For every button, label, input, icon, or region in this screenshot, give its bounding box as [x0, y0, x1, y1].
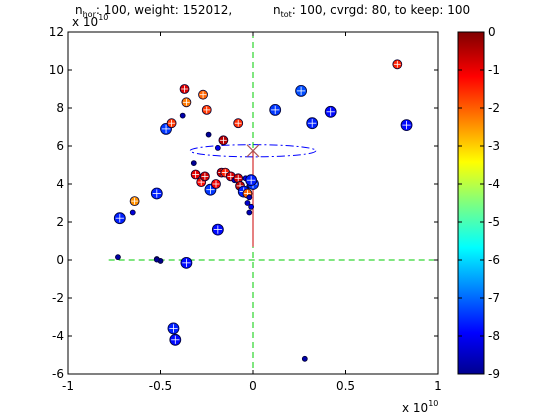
data-point-marker [115, 254, 121, 261]
data-point-marker [248, 203, 255, 210]
data-point [180, 256, 193, 269]
data-point [246, 194, 253, 201]
data-point [211, 179, 221, 189]
colorbar-ticks: 0 -1 -2 -3 -4 -5 -6 -7 -8 -9 [458, 25, 500, 381]
data-point [244, 200, 251, 206]
data-point [190, 160, 197, 167]
data-point [169, 333, 182, 346]
y-tick-label: 6 [56, 139, 64, 153]
data-point [306, 117, 319, 130]
y-axis-ticks: -6 -4 -2 0 2 4 6 8 10 12 [49, 25, 438, 381]
data-point [324, 105, 337, 118]
data-point-marker [153, 256, 160, 263]
data-point-marker [246, 194, 253, 201]
plot-title: nhor: 100, weight: 152012, [75, 3, 232, 19]
data-point [211, 223, 224, 236]
data-point [269, 104, 282, 116]
data-point-marker [244, 200, 251, 206]
colorbar [457, 31, 485, 375]
data-point [198, 89, 208, 100]
data-point-marker [190, 160, 197, 167]
y-tick-label: 12 [49, 25, 64, 39]
plot-title-2: ntot: 100, cvrgd: 80, to keep: 100 [273, 3, 470, 19]
data-point [150, 187, 163, 200]
title-n-hor: n [75, 3, 83, 17]
data-point-marker [246, 209, 253, 216]
x-exponent-label: x 1010 [402, 399, 438, 415]
data-point [248, 203, 255, 210]
colorbar-tick-label: -2 [488, 101, 500, 115]
colorbar-tick-label: -6 [488, 253, 500, 267]
title-sub-hor: hor [83, 10, 97, 19]
data-point [233, 118, 244, 129]
center-x-marker [246, 144, 260, 158]
data-point [129, 196, 140, 207]
x-axis-ticks: -1 -0.5 0 0.5 1 [62, 32, 442, 393]
x-tick-label: -0.5 [149, 379, 172, 393]
y-exponent-label: x 1010 [72, 13, 108, 29]
colorbar-tick-label: -4 [488, 177, 500, 191]
data-point [166, 118, 177, 129]
data-point [301, 355, 308, 362]
data-point [190, 169, 201, 180]
data-point [199, 171, 210, 182]
data-point [205, 131, 212, 138]
y-tick-label: 4 [56, 177, 64, 191]
data-point [181, 97, 192, 108]
y-tick-label: -4 [52, 329, 64, 343]
data-point [179, 112, 186, 119]
x-tick-label: -1 [62, 379, 74, 393]
uncertainty-ellipse [189, 144, 317, 158]
data-point [167, 322, 180, 335]
data-point [214, 144, 221, 151]
colorbar-tick-label: 0 [488, 25, 496, 39]
data-point [246, 209, 253, 216]
data-point [201, 105, 212, 115]
data-point [115, 254, 121, 261]
scatter-points [113, 59, 413, 362]
colorbar-tick-label: -9 [488, 367, 500, 381]
title-rest-1: : 100, weight: 152012, [96, 3, 232, 17]
data-point [392, 59, 403, 70]
y-tick-label: 2 [56, 215, 64, 229]
data-point [129, 209, 136, 216]
x-tick-label: 0.5 [336, 379, 355, 393]
x-tick-label: 0 [249, 379, 257, 393]
data-point-marker [205, 131, 212, 138]
y-tick-label: 0 [56, 253, 64, 267]
data-point [400, 119, 413, 131]
y-tick-label: 10 [49, 63, 64, 77]
colorbar-tick-label: -8 [488, 329, 500, 343]
data-point-marker [301, 355, 308, 362]
y-tick-label: -2 [52, 291, 64, 305]
data-point-marker [129, 209, 136, 216]
data-point [179, 84, 190, 94]
data-point [113, 212, 126, 225]
colorbar-tick-label: -1 [488, 63, 500, 77]
data-point-marker [214, 144, 221, 151]
data-point-marker [179, 112, 186, 119]
data-point [218, 135, 229, 146]
data-point [245, 174, 258, 187]
y-tick-label: -6 [52, 367, 64, 381]
colorbar-tick-label: -5 [488, 215, 500, 229]
y-tick-label: 8 [56, 101, 64, 115]
data-point [295, 85, 308, 97]
colorbar-tick-label: -7 [488, 291, 500, 305]
data-point [153, 256, 160, 263]
x-tick-label: 1 [434, 379, 442, 393]
colorbar-tick-label: -3 [488, 139, 500, 153]
